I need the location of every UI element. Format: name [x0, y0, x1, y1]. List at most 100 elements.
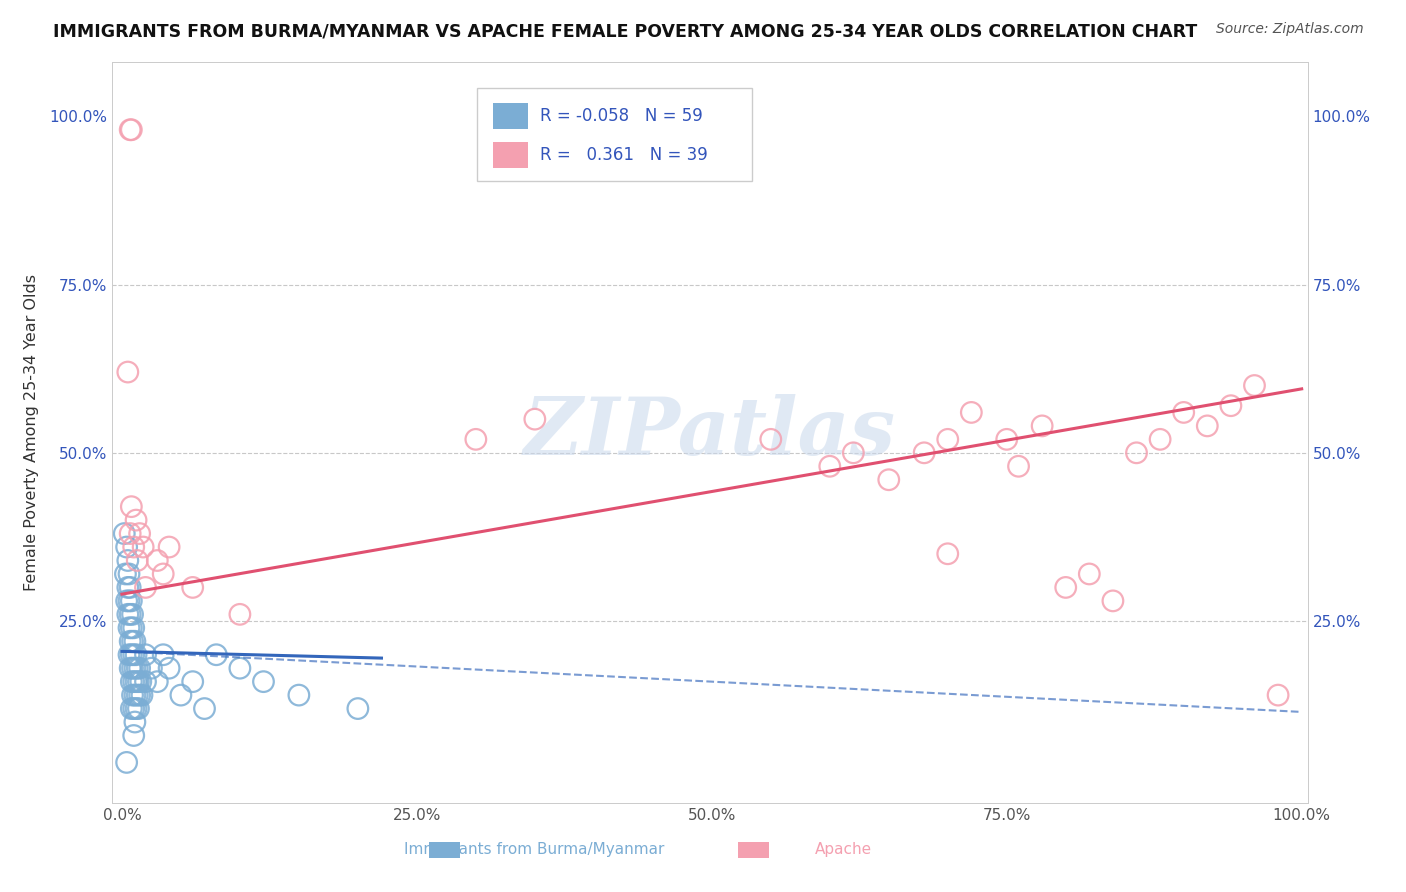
Text: R = -0.058   N = 59: R = -0.058 N = 59	[540, 107, 703, 125]
Point	[127, 701, 149, 715]
Text: ZIPatlas: ZIPatlas	[524, 394, 896, 471]
Point	[146, 674, 169, 689]
Point	[995, 433, 1018, 447]
Point	[122, 729, 145, 743]
Point	[125, 648, 148, 662]
Point	[128, 688, 150, 702]
Point	[120, 634, 142, 648]
FancyBboxPatch shape	[492, 143, 529, 169]
Text: Immigrants from Burma/Myanmar: Immigrants from Burma/Myanmar	[404, 842, 665, 856]
Point	[157, 540, 180, 554]
Point	[132, 540, 155, 554]
Point	[117, 365, 139, 379]
Text: IMMIGRANTS FROM BURMA/MYANMAR VS APACHE FEMALE POVERTY AMONG 25-34 YEAR OLDS COR: IMMIGRANTS FROM BURMA/MYANMAR VS APACHE …	[53, 22, 1198, 40]
Point	[127, 553, 149, 567]
Point	[120, 701, 142, 715]
Point	[205, 648, 228, 662]
Point	[124, 714, 146, 729]
Point	[170, 688, 193, 702]
Point	[122, 648, 145, 662]
Point	[124, 661, 146, 675]
Point	[912, 446, 935, 460]
Point	[1007, 459, 1029, 474]
Point	[152, 566, 174, 581]
Point	[120, 122, 142, 136]
Point	[152, 648, 174, 662]
Point	[115, 540, 138, 554]
Point	[141, 661, 163, 675]
Point	[1031, 418, 1053, 433]
Point	[229, 661, 252, 675]
Point	[122, 674, 145, 689]
Point	[125, 674, 148, 689]
Point	[1243, 378, 1265, 392]
Point	[129, 674, 152, 689]
Point	[121, 634, 143, 648]
Point	[131, 688, 153, 702]
Point	[112, 526, 135, 541]
Point	[134, 581, 156, 595]
Point	[229, 607, 252, 622]
Point	[115, 594, 138, 608]
Point	[464, 433, 486, 447]
Point	[523, 412, 546, 426]
Point	[127, 661, 149, 675]
Point	[120, 621, 142, 635]
FancyBboxPatch shape	[492, 103, 529, 129]
Point	[1125, 446, 1147, 460]
Point	[117, 553, 139, 567]
Point	[1149, 433, 1171, 447]
Point	[128, 661, 150, 675]
Point	[125, 701, 148, 715]
Point	[252, 674, 274, 689]
Point	[1078, 566, 1101, 581]
Point	[121, 661, 143, 675]
Text: Source: ZipAtlas.com: Source: ZipAtlas.com	[1216, 22, 1364, 37]
Point	[118, 566, 141, 581]
Point	[134, 674, 156, 689]
Point	[1267, 688, 1289, 702]
Point	[122, 701, 145, 715]
Point	[125, 513, 148, 527]
Point	[121, 688, 143, 702]
Text: R =   0.361   N = 39: R = 0.361 N = 39	[540, 146, 709, 164]
Point	[118, 594, 141, 608]
Point	[960, 405, 983, 419]
Point	[120, 661, 142, 675]
Point	[120, 607, 142, 622]
Point	[115, 756, 138, 770]
Text: Apache: Apache	[815, 842, 872, 856]
Point	[124, 634, 146, 648]
Point	[117, 581, 139, 595]
Point	[1173, 405, 1195, 419]
Point	[1197, 418, 1219, 433]
Point	[1054, 581, 1077, 595]
Point	[118, 621, 141, 635]
Point	[288, 688, 311, 702]
Point	[157, 661, 180, 675]
Point	[347, 701, 370, 715]
Point	[1102, 594, 1125, 608]
Point	[117, 607, 139, 622]
Point	[134, 648, 156, 662]
Point	[114, 566, 136, 581]
Point	[1219, 399, 1241, 413]
Point	[193, 701, 215, 715]
Point	[118, 648, 141, 662]
Point	[120, 526, 142, 541]
Point	[120, 594, 142, 608]
Point	[121, 607, 143, 622]
Point	[122, 621, 145, 635]
Point	[127, 674, 149, 689]
Point	[120, 674, 142, 689]
Point	[936, 547, 959, 561]
FancyBboxPatch shape	[477, 88, 752, 181]
Point	[120, 122, 142, 136]
Point	[120, 648, 142, 662]
Point	[127, 688, 149, 702]
Point	[128, 526, 150, 541]
Point	[818, 459, 841, 474]
Point	[122, 540, 145, 554]
Point	[120, 581, 142, 595]
Point	[759, 433, 782, 447]
